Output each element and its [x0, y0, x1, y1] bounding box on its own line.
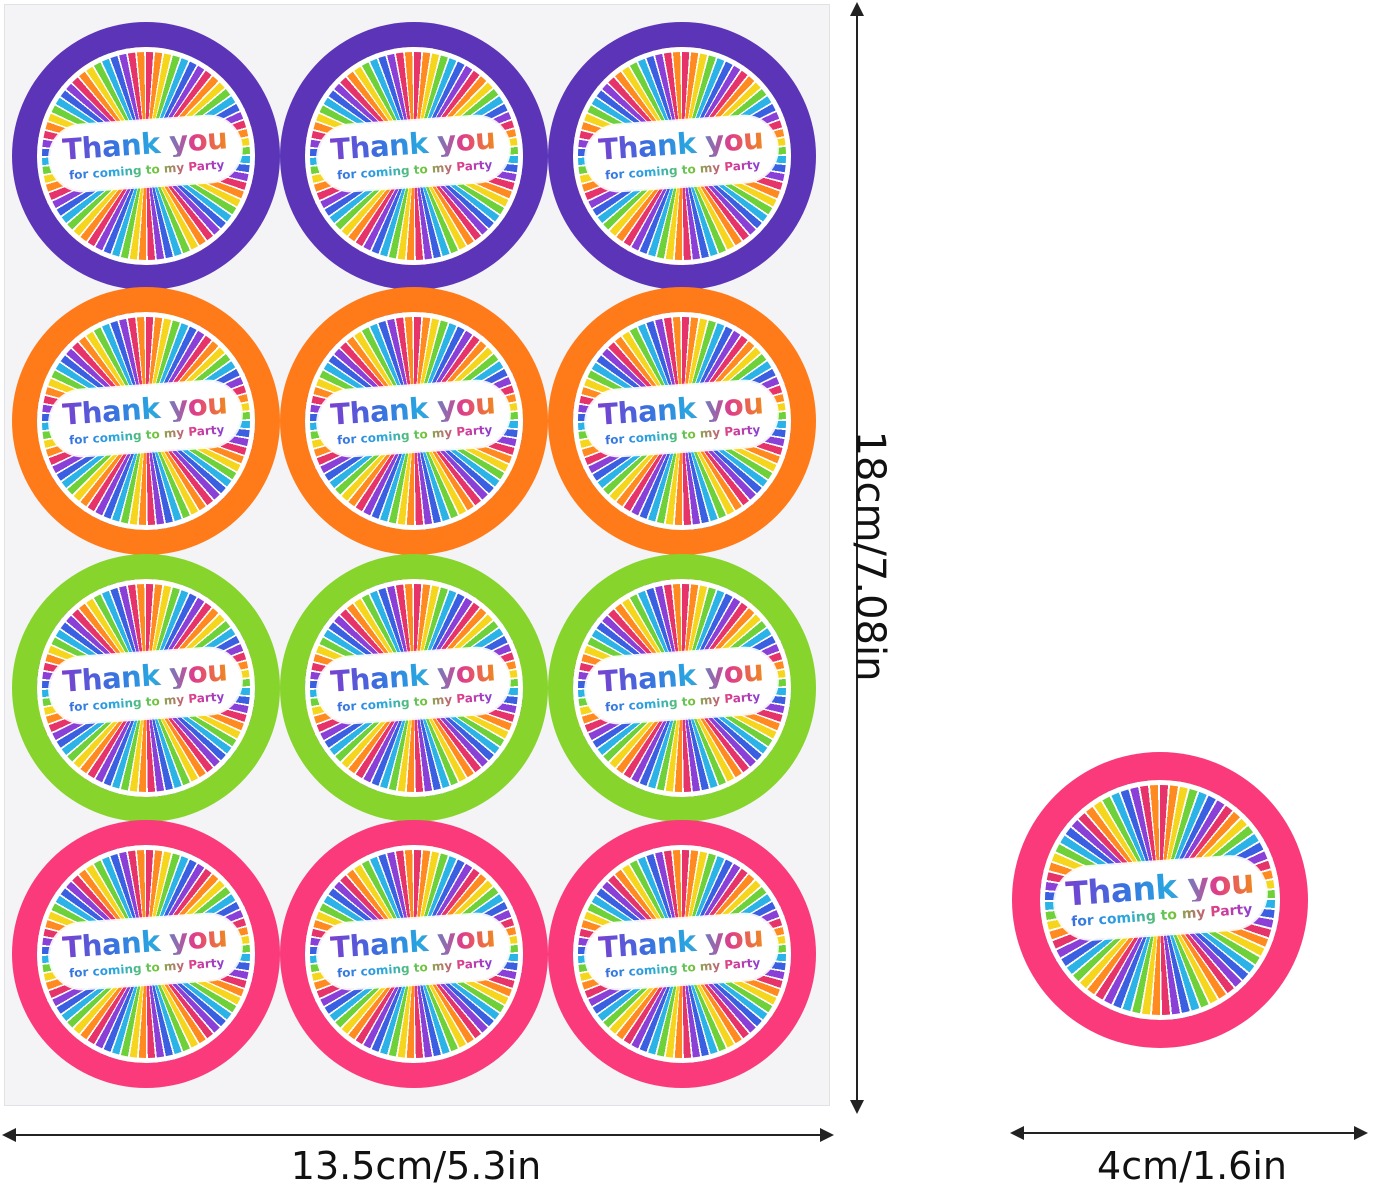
sunburst-graphic: Thank you for coming to my Party	[573, 579, 791, 797]
sticker-subtitle: for coming to my Party	[605, 955, 762, 981]
sticker-subtitle: for coming to my Party	[337, 689, 494, 715]
width-label: 13.5cm/5.3in	[290, 1144, 542, 1188]
arrow-left-icon	[2, 1128, 16, 1142]
sticker-r1-c1: Thank you for coming to my Party	[12, 22, 280, 290]
sticker-r1-c2: Thank you for coming to my Party	[280, 22, 548, 290]
sticker-title: Thank you	[61, 919, 229, 965]
sticker-subtitle: for coming to my Party	[337, 955, 494, 981]
sticker-title: Thank you	[329, 919, 497, 965]
sunburst-graphic: Thank you for coming to my Party	[573, 312, 791, 530]
sticker-label: Thank you for coming to my Party	[48, 646, 244, 725]
sticker-r4-c3: Thank you for coming to my Party	[548, 820, 816, 1088]
sticker-title: Thank you	[597, 919, 765, 965]
diameter-dimension-line	[1022, 1132, 1356, 1134]
arrow-right-icon	[1354, 1126, 1368, 1140]
sticker-title: Thank you	[1063, 861, 1255, 914]
sticker-title: Thank you	[329, 653, 497, 699]
sticker-subtitle: for coming to my Party	[69, 689, 226, 715]
sticker-label: Thank you for coming to my Party	[48, 912, 244, 991]
arrow-right-icon	[820, 1128, 834, 1142]
sticker-r3-c1: Thank you for coming to my Party	[12, 554, 280, 822]
sticker-subtitle: for coming to my Party	[1070, 901, 1253, 930]
sticker-r1-c3: Thank you for coming to my Party	[548, 22, 816, 290]
sticker-label: Thank you for coming to my Party	[584, 379, 780, 458]
sticker-r3-c2: Thank you for coming to my Party	[280, 554, 548, 822]
sticker-subtitle: for coming to my Party	[605, 422, 762, 448]
sticker-label: Thank you for coming to my Party	[48, 114, 244, 193]
arrow-left-icon	[1010, 1126, 1024, 1140]
diameter-label: 4cm/1.6in	[1097, 1144, 1287, 1188]
sunburst-graphic: Thank you for coming to my Party	[573, 845, 791, 1063]
sticker-r2-c1: Thank you for coming to my Party	[12, 287, 280, 555]
sticker-r4-c2: Thank you for coming to my Party	[280, 820, 548, 1088]
height-dimension-line	[856, 14, 858, 1102]
sunburst-graphic: Thank you for coming to my Party	[37, 579, 255, 797]
sticker-label: Thank you for coming to my Party	[584, 912, 780, 991]
sticker-title: Thank you	[61, 386, 229, 432]
sticker-label: Thank you for coming to my Party	[584, 114, 780, 193]
sticker-label: Thank you for coming to my Party	[316, 646, 512, 725]
sunburst-graphic: Thank you for coming to my Party	[37, 845, 255, 1063]
sticker-subtitle: for coming to my Party	[69, 157, 226, 183]
sticker-subtitle: for coming to my Party	[69, 422, 226, 448]
sticker-title: Thank you	[597, 386, 765, 432]
single-sticker: Thank you for coming to my Party	[1012, 752, 1308, 1048]
sunburst-graphic: Thank you for coming to my Party	[37, 47, 255, 265]
sticker-r2-c2: Thank you for coming to my Party	[280, 287, 548, 555]
sunburst-graphic: Thank you for coming to my Party	[573, 47, 791, 265]
sticker-subtitle: for coming to my Party	[69, 955, 226, 981]
sticker-subtitle: for coming to my Party	[337, 157, 494, 183]
sticker-title: Thank you	[61, 121, 229, 167]
sticker-r2-c3: Thank you for coming to my Party	[548, 287, 816, 555]
sticker-label: Thank you for coming to my Party	[48, 379, 244, 458]
sticker-subtitle: for coming to my Party	[605, 689, 762, 715]
sticker-title: Thank you	[597, 121, 765, 167]
height-label: 18cm/7.08in	[847, 430, 893, 682]
sticker-title: Thank you	[597, 653, 765, 699]
sunburst-graphic: Thank you for coming to my Party	[1040, 780, 1280, 1020]
width-dimension-line	[14, 1134, 822, 1136]
sunburst-graphic: Thank you for coming to my Party	[305, 47, 523, 265]
arrow-down-icon	[850, 1100, 864, 1114]
sticker-label: Thank you for coming to my Party	[316, 379, 512, 458]
sticker-subtitle: for coming to my Party	[605, 157, 762, 183]
sticker-label: Thank you for coming to my Party	[584, 646, 780, 725]
sticker-label: Thank you for coming to my Party	[316, 114, 512, 193]
sticker-label: Thank you for coming to my Party	[316, 912, 512, 991]
sunburst-graphic: Thank you for coming to my Party	[305, 845, 523, 1063]
arrow-up-icon	[850, 2, 864, 16]
sticker-title: Thank you	[329, 121, 497, 167]
sunburst-graphic: Thank you for coming to my Party	[37, 312, 255, 530]
sunburst-graphic: Thank you for coming to my Party	[305, 579, 523, 797]
sticker-title: Thank you	[329, 386, 497, 432]
sticker-label: Thank you for coming to my Party	[1052, 854, 1268, 941]
sticker-r4-c1: Thank you for coming to my Party	[12, 820, 280, 1088]
sticker-r3-c3: Thank you for coming to my Party	[548, 554, 816, 822]
sticker-subtitle: for coming to my Party	[337, 422, 494, 448]
sticker-title: Thank you	[61, 653, 229, 699]
sunburst-graphic: Thank you for coming to my Party	[305, 312, 523, 530]
